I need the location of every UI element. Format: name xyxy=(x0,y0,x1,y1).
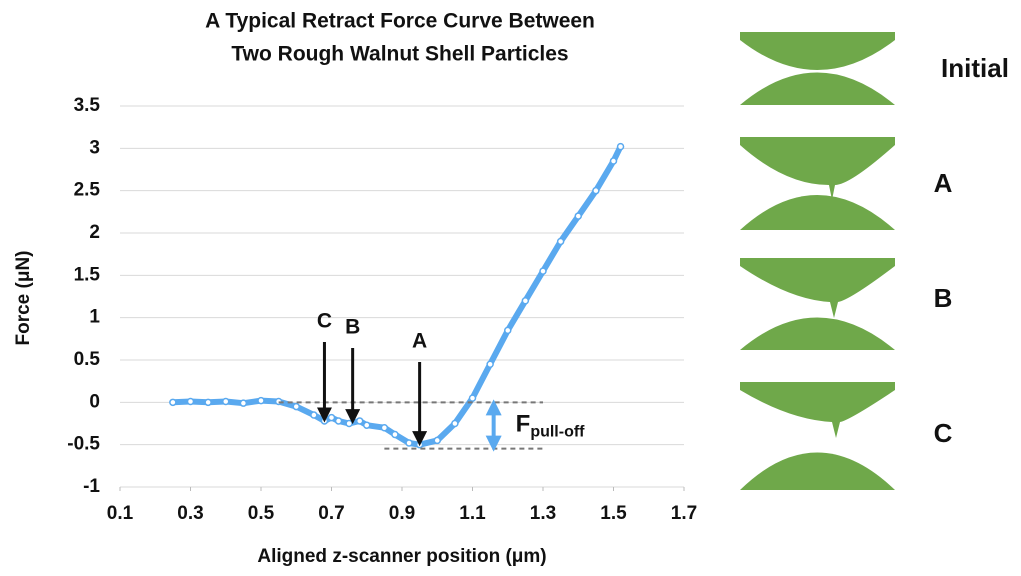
particle-top xyxy=(740,382,895,438)
particle-bottom xyxy=(740,452,895,490)
data-point xyxy=(363,421,371,429)
data-point xyxy=(391,430,399,439)
data-point xyxy=(504,326,512,335)
data-point xyxy=(486,360,494,368)
particle-bottom xyxy=(740,317,895,350)
data-point xyxy=(616,142,625,151)
data-point xyxy=(345,419,353,428)
data-point xyxy=(169,398,177,407)
particle-top xyxy=(740,32,895,70)
data-point xyxy=(320,417,329,425)
stage-name: B xyxy=(934,283,953,313)
x-tick-label: 1.7 xyxy=(671,503,697,524)
data-point xyxy=(204,398,212,407)
pull-off-subscript: pull-off xyxy=(530,424,585,441)
data-point xyxy=(609,157,618,165)
stage-name: Initial xyxy=(941,53,1009,83)
data-point xyxy=(310,411,318,419)
y-tick-label: 0 xyxy=(89,391,100,412)
data-point xyxy=(451,419,459,428)
data-point xyxy=(292,402,300,411)
stage-label: C xyxy=(317,310,332,333)
data-point xyxy=(380,423,389,432)
particle-top xyxy=(740,137,895,200)
y-tick-label: 0.5 xyxy=(74,349,101,370)
data-point xyxy=(415,440,424,449)
x-tick-label: 0.7 xyxy=(318,503,344,524)
x-tick-label: 0.5 xyxy=(248,503,275,524)
y-tick-label: 2.5 xyxy=(74,180,101,201)
data-point xyxy=(433,436,441,445)
data-point xyxy=(239,399,248,407)
chart-title: A Typical Retract Force Curve Between xyxy=(205,10,595,33)
data-point xyxy=(592,186,600,195)
data-point xyxy=(257,396,265,405)
x-tick-label: 1.3 xyxy=(530,503,556,524)
data-point xyxy=(539,267,547,275)
stage-label: B xyxy=(345,316,360,339)
data-point xyxy=(355,417,364,425)
y-tick-label: 1 xyxy=(89,307,100,328)
data-point xyxy=(521,296,530,305)
y-axis-label: Force (μN) xyxy=(13,250,34,345)
data-point xyxy=(327,413,336,422)
particle-bottom xyxy=(740,195,895,230)
stage-name: C xyxy=(934,418,953,448)
x-tick-label: 1.5 xyxy=(600,503,627,524)
y-tick-label: 2 xyxy=(89,222,100,243)
data-point xyxy=(222,397,230,406)
pull-off-label: Fpull-off xyxy=(516,411,586,441)
y-tick-label: 3.5 xyxy=(74,95,101,116)
y-tick-label: -1 xyxy=(83,476,100,497)
force-curve xyxy=(169,143,624,448)
pull-off-symbol: F xyxy=(516,411,531,438)
particle-bottom xyxy=(740,72,895,105)
data-point xyxy=(556,237,565,246)
x-tick-label: 1.1 xyxy=(459,503,486,524)
x-tick-label: 0.9 xyxy=(389,503,415,524)
data-point xyxy=(468,394,477,402)
x-tick-label: 0.3 xyxy=(177,503,203,524)
stage-label: A xyxy=(412,330,427,353)
x-tick-label: 0.1 xyxy=(107,503,134,524)
particle-top xyxy=(740,258,895,318)
data-point xyxy=(405,439,413,447)
chart-title: Two Rough Walnut Shell Particles xyxy=(231,43,568,66)
data-point xyxy=(574,212,582,220)
stage-name: A xyxy=(934,168,953,198)
y-tick-label: 3 xyxy=(89,137,100,158)
y-tick-label: 1.5 xyxy=(74,264,101,285)
particle-diagrams xyxy=(740,32,895,490)
y-tick-label: -0.5 xyxy=(67,434,100,455)
data-point xyxy=(186,397,195,406)
x-axis-label: Aligned z-scanner position (μm) xyxy=(257,546,546,567)
data-point xyxy=(334,417,343,425)
